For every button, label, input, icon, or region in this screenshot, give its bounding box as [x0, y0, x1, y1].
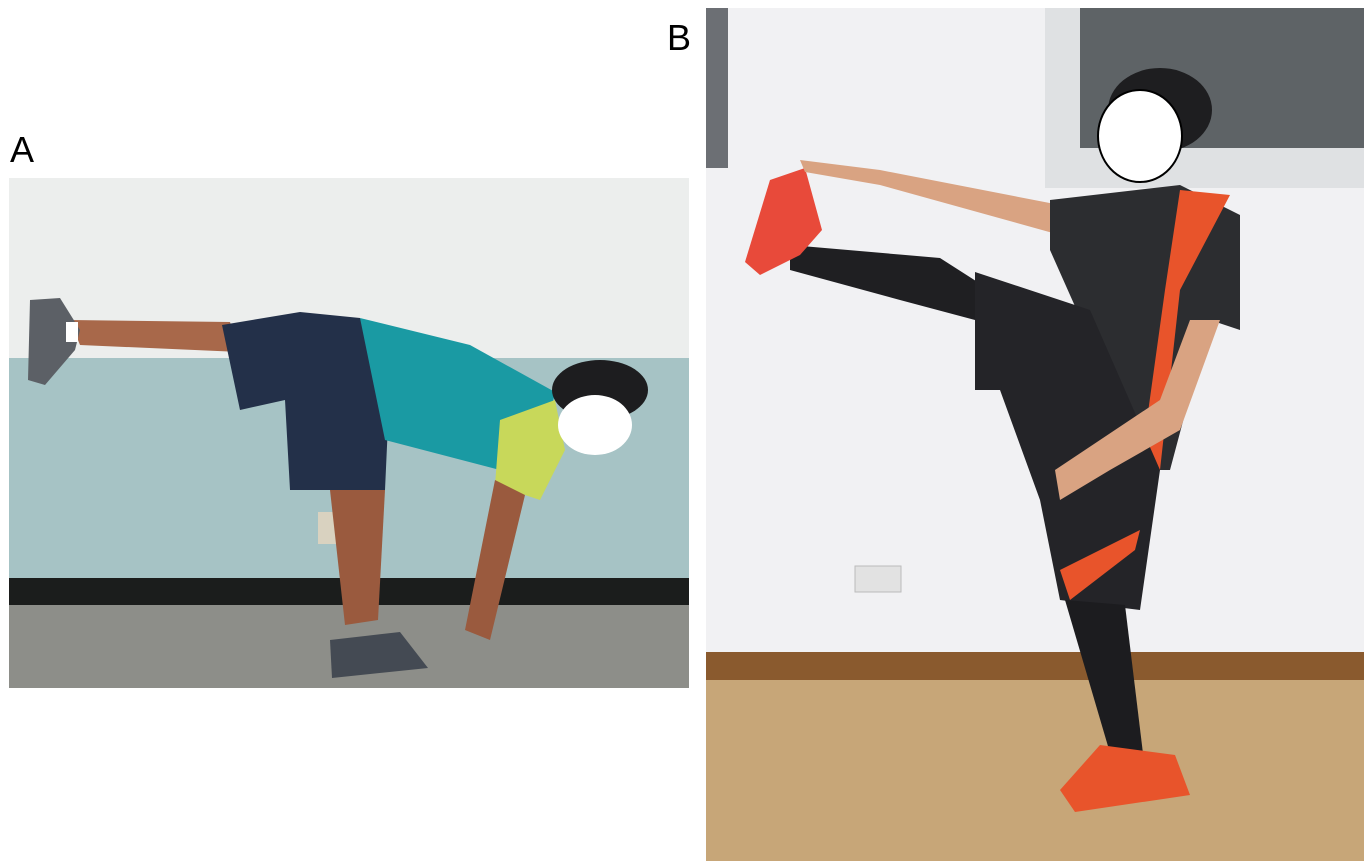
shorts	[975, 272, 1160, 610]
standing-leg	[330, 490, 385, 625]
standing-shoe	[330, 632, 428, 678]
standing-leg	[1065, 600, 1145, 770]
standing-shoe	[1060, 745, 1190, 812]
raised-shoe	[745, 168, 822, 275]
face-mask	[1097, 89, 1183, 183]
shorts-stripe	[1060, 530, 1140, 600]
arm	[800, 160, 1060, 235]
floor	[706, 680, 1364, 861]
arm-lower	[1055, 320, 1220, 500]
panel-label: A	[10, 129, 34, 170]
shorts	[222, 312, 390, 490]
outlet	[318, 512, 336, 544]
outlet	[854, 565, 902, 593]
ankle-tag	[66, 322, 78, 342]
raised-leg	[790, 245, 990, 320]
raised-leg	[70, 320, 240, 352]
baseboard	[706, 652, 1364, 682]
panel-label: B	[667, 17, 691, 58]
photo-a	[9, 178, 689, 688]
arm	[465, 480, 525, 640]
sleeve	[495, 400, 565, 500]
window-left	[706, 8, 728, 168]
photo-b	[706, 8, 1364, 861]
raised-shoe	[28, 298, 80, 385]
face-mask	[558, 395, 632, 455]
